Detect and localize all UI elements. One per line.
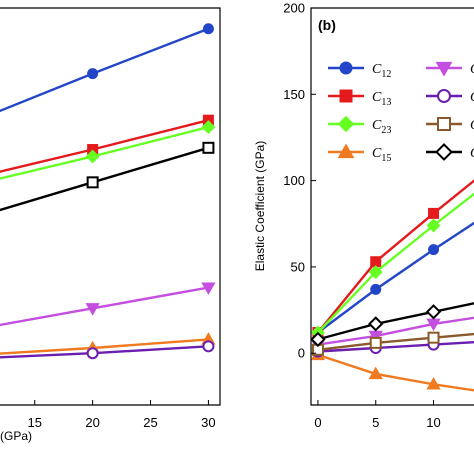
panel-b-line-g: [317, 302, 474, 341]
legend-entry-5: C: [426, 89, 474, 105]
panel-a-series-c46: [0, 340, 215, 360]
legend-marker-6: [437, 117, 451, 131]
panel-a-series-c44: [0, 282, 216, 327]
panel-b-point-g-2: [425, 304, 442, 320]
panel-a-point-c46-2: [202, 340, 215, 353]
panel-a-series-c22: [0, 141, 215, 212]
legend-label-2: C23: [372, 118, 391, 136]
panel-a-frame: [0, 7, 221, 406]
panel-b-point-g-1: [368, 316, 384, 332]
legend-entry-1: C13: [328, 89, 391, 108]
panel-b-y-tick-label-0: 0: [298, 346, 305, 361]
legend-label-0: C12: [372, 62, 391, 80]
panel-b-y-tick-label-2: 100: [283, 173, 305, 188]
panel-b-x-tick-label-2: 10: [426, 415, 440, 430]
panel-a: 15 20 25 30 (GPa): [0, 7, 221, 443]
panel-b-point-c55-1: [369, 336, 382, 349]
panel-b-legend: C12C13C23C15CCCG: [328, 61, 474, 164]
panel-b-point-c55-2: [427, 331, 440, 344]
legend-entry-2: C23: [328, 115, 391, 136]
panel-a-series-c11: [0, 23, 214, 113]
panel-b-series-c15: [311, 347, 474, 392]
panel-a-series-c23: [0, 120, 216, 180]
panel-a-line-c23: [0, 125, 209, 180]
panel-b-line-c12: [317, 221, 474, 334]
panel-b-point-c13-2: [428, 207, 440, 219]
legend-entry-7: G: [426, 143, 474, 161]
panel-b-series-c12: [312, 221, 474, 339]
legend-marker-5: [437, 89, 451, 103]
legend-marker-7: [435, 143, 453, 161]
panel-a-point-c44-1: [85, 303, 100, 316]
panel-b-line-c23: [317, 192, 474, 334]
panel-a-line-c11: [0, 27, 209, 113]
legend-label-6: C: [470, 118, 474, 133]
panel-a-x-tick-label-0: 15: [28, 415, 42, 430]
panel-b-point-c12-1: [370, 283, 382, 295]
panel-b-y-tick-label-1: 50: [291, 259, 305, 274]
legend-entry-4: C: [426, 61, 474, 77]
legend-entry-3: C15: [328, 143, 391, 164]
panel-a-x-tick-label-2: 25: [143, 415, 157, 430]
panel-b-y-axis-label: Elastic Coefficient (GPa): [253, 141, 267, 272]
panel-a-plot-area: [0, 23, 216, 360]
panel-b-line-c55: [317, 332, 474, 351]
panel-b-point-c12-2: [428, 244, 440, 256]
panel-b-y-tick-label-3: 150: [283, 87, 305, 102]
panel-b-line-c13: [316, 179, 474, 334]
panel-b-line-c44: [317, 316, 474, 346]
legend-marker-0: [339, 61, 353, 75]
legend-entry-6: C: [426, 117, 474, 133]
panel-b-y-tick-label-4: 200: [283, 1, 305, 16]
panel-a-x-axis-label: (GPa): [0, 429, 32, 443]
panel-b-x-ticks: 0 5 10: [314, 400, 441, 430]
legend-label-1: C13: [372, 90, 391, 108]
legend-marker-4: [435, 61, 453, 77]
panel-a-point-c22-1: [86, 176, 99, 189]
panel-a-point-c11-1: [87, 68, 99, 80]
panel-b-point-c23-2: [426, 218, 441, 233]
panel-a-point-c44-2: [201, 282, 216, 295]
panel-b-series-c55: [311, 331, 474, 356]
panel-b-x-tick-label-1: 5: [372, 415, 379, 430]
panel-a-line-c22: [0, 146, 209, 212]
panel-b-x-tick-label-0: 0: [314, 415, 321, 430]
panel-b-line-c15: [317, 353, 474, 392]
panel-b-series-g: [311, 302, 474, 348]
panel-b: 0 5 10 0 50 100 150 200 Elastic Coefficient (G…: [253, 1, 474, 430]
panel-a-point-c46-1: [86, 347, 99, 360]
legend-label-5: C: [470, 90, 474, 105]
panel-b-label: (b): [318, 17, 336, 33]
panel-b-point-g-0: [311, 331, 326, 348]
panel-b-point-c15-2: [426, 377, 441, 390]
panel-b-plot-area: [311, 179, 474, 392]
legend-marker-1: [339, 89, 353, 103]
panel-a-point-c23-2: [201, 120, 216, 135]
panel-a-x-tick-label-1: 20: [85, 415, 99, 430]
panel-a-point-c11-2: [202, 23, 214, 35]
panel-a-point-c22-2: [202, 141, 215, 154]
legend-marker-2: [337, 115, 355, 133]
panel-b-frame: [310, 7, 474, 406]
legend-label-4: C: [470, 62, 474, 77]
legend-label-7: G: [470, 146, 474, 161]
panel-a-x-tick-label-3: 30: [201, 415, 215, 430]
panel-a-line-c13: [0, 119, 209, 173]
panel-a-x-ticks: 15 20 25 30: [28, 400, 216, 430]
panel-a-point-c23-1: [85, 149, 100, 164]
panel-b-line-c46: [317, 340, 474, 353]
panel-b-point-c15-1: [368, 366, 383, 380]
legend-marker-3: [337, 143, 355, 159]
legend-entry-0: C12: [328, 61, 391, 80]
panel-b-y-ticks: 0 50 100 150 200: [283, 1, 316, 361]
legend-label-3: C15: [372, 146, 391, 164]
panel-b-point-c23-1: [368, 265, 383, 280]
panel-a-line-c44: [0, 286, 209, 327]
